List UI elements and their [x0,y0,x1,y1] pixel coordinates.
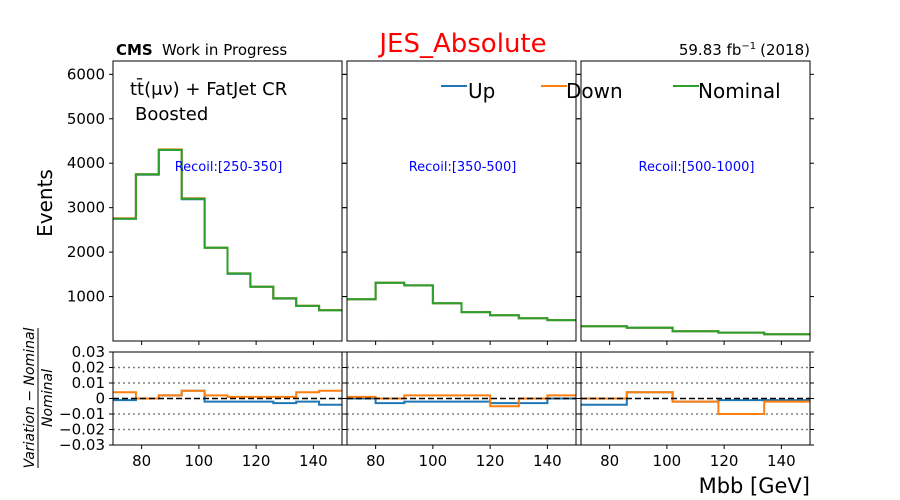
ratio-y-numerator: Variation − Nominal [22,327,38,468]
top-panel-frame [346,60,577,342]
ratio-y-tick-label: −0.01 [59,405,105,423]
y-tick-label: 4000 [67,154,105,172]
panels-group: Recoil:[250-350]100020003000400050006000… [59,60,814,470]
channel-label: tt̄(μν) + FatJet CR [130,78,287,100]
ratio-y-tick-label: −0.03 [59,436,105,454]
x-tick-label: 140 [767,452,796,470]
series-up-histogram [347,281,576,322]
y-tick-label: 1000 [67,288,105,306]
panel-2: Recoil:[350-500] 80 100 120 140 [343,60,580,470]
category-label: Boosted [135,104,208,125]
series-down-histogram [347,281,576,322]
y-tick-label: 6000 [67,65,105,83]
panel-3: Recoil:[500-1000] 80 100 120 140 [577,60,814,470]
x-tick-label: 100 [185,452,214,470]
ratio-down-line [347,394,576,408]
legend-label-up: Up [468,79,495,103]
x-tick-label: 80 [132,452,151,470]
ratio-y-tick-label: 0.03 [72,343,105,361]
year-label: (2018) [760,41,810,59]
cms-label: CMS [116,41,153,59]
ratio-down-line [113,389,342,400]
ratio-down-line [581,391,810,415]
legend-label-down: Down [566,79,623,103]
top-panel-frame [580,60,811,342]
status-label: Work in Progress [162,41,287,59]
x-tick-label: 120 [242,452,271,470]
luminosity-value: 59.83 fb [679,41,742,59]
x-axis-label: Mbb [GeV] [699,474,810,498]
x-tick-label: 140 [299,452,328,470]
x-tick-label: 100 [653,452,682,470]
x-tick-label: 80 [600,452,619,470]
y-axis-label: Events [33,169,57,237]
ratio-y-tick-label: 0 [95,390,105,408]
ratio-y-tick-label: 0.02 [72,359,105,377]
recoil-label: Recoil:[350-500] [409,160,517,175]
chart-title: JES_Absolute [377,29,546,59]
recoil-label: Recoil:[250-350] [175,160,283,175]
x-tick-label: 80 [366,452,385,470]
series-nominal-histogram [347,281,576,322]
y-tick-label: 3000 [67,199,105,217]
ratio-y-denominator: Nominal [40,369,56,427]
x-tick-label: 120 [476,452,505,470]
top-panel-frame [112,60,343,342]
legend: Up Down Nominal [441,79,781,103]
ratio-y-axis-label: Variation − Nominal Nominal [22,327,56,468]
legend-label-nominal: Nominal [698,79,781,103]
y-tick-label: 2000 [67,243,105,261]
series-nominal-histogram [113,148,342,312]
x-tick-label: 120 [710,452,739,470]
luminosity-exponent: −1 [741,41,756,52]
series-nominal-histogram [581,325,810,336]
luminosity-label: 59.83 fb−1 (2018) [679,41,810,59]
ratio-up-line [347,397,576,405]
recoil-label: Recoil:[500-1000] [639,160,755,175]
ratio-y-tick-label: 0.01 [72,374,105,392]
panel-1: Recoil:[250-350]100020003000400050006000… [59,60,346,470]
ratio-y-tick-label: −0.02 [59,421,105,439]
y-tick-label: 5000 [67,110,105,128]
x-tick-label: 140 [533,452,562,470]
x-tick-label: 100 [419,452,448,470]
